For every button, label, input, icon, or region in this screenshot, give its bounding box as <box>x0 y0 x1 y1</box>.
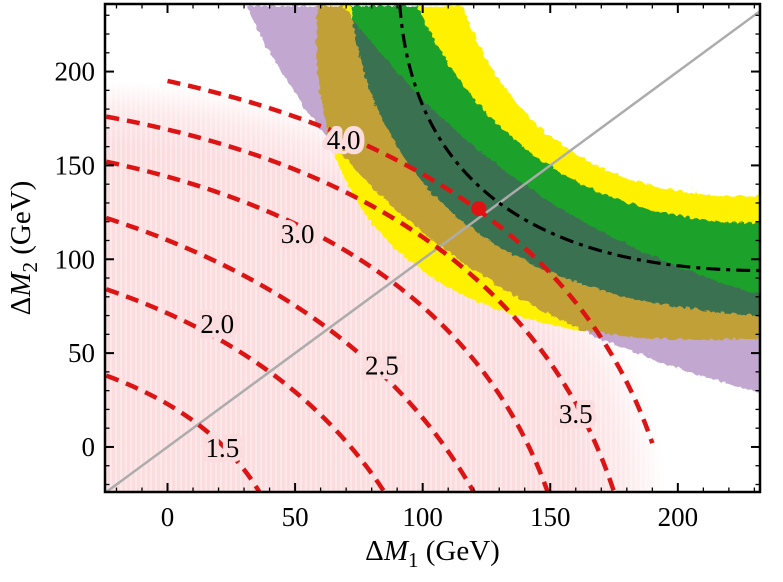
contour-line-2.5 <box>105 215 476 492</box>
axis-titles: ΔM1 (GeV) ΔM2 (GeV) <box>5 181 500 572</box>
contour-lines <box>105 78 655 492</box>
contour-line-4.0 <box>167 78 655 444</box>
contour-line-1.5 <box>105 373 262 492</box>
best-fit-dot <box>471 201 487 217</box>
contour-label-2.5: 2.5 <box>365 350 399 380</box>
x-tick-label: 50 <box>282 502 309 532</box>
x-tick-label: 150 <box>530 502 571 532</box>
contour-label-3.0: 3.0 <box>281 219 315 249</box>
y-tick-label: 150 <box>55 150 96 180</box>
contour-label-4.0: 4.0 <box>327 125 361 155</box>
y-tick-label: 50 <box>68 338 95 368</box>
contour-label-3.5: 3.5 <box>559 399 593 429</box>
axis-tick-labels: 0 50 100 150 200 0 50 100 150 200 <box>55 57 699 532</box>
green-1sigma-band <box>348 4 760 314</box>
contour-line-2.0 <box>105 287 387 492</box>
contour-label-1.5: 1.5 <box>205 433 239 463</box>
y-tick-label: 200 <box>55 57 96 87</box>
contour-label-2.0: 2.0 <box>200 309 234 339</box>
band-centerline-dashdot <box>398 4 760 273</box>
x-tick-label: 100 <box>402 502 443 532</box>
contour-labels: 1.5 2.0 2.5 3.0 3.5 4.0 <box>195 120 597 468</box>
x-tick-label: 0 <box>161 502 175 532</box>
x-tick-label: 200 <box>658 502 699 532</box>
y-tick-label: 0 <box>82 432 96 462</box>
purple-overlay-band <box>244 4 760 391</box>
y-tick-label: 100 <box>55 244 96 274</box>
axis-ticks <box>105 4 760 492</box>
contour-line-3.0 <box>105 159 550 492</box>
centerline-path <box>398 4 760 273</box>
contour-line-3.5 <box>105 114 617 492</box>
frame-rect <box>103 2 762 494</box>
y-axis-title: ΔM2 (GeV) <box>5 181 42 316</box>
best-fit-marker <box>471 201 487 217</box>
plot-frame <box>103 2 762 494</box>
confidence-bands <box>244 4 760 391</box>
x-axis-title: ΔM1 (GeV) <box>365 535 500 572</box>
